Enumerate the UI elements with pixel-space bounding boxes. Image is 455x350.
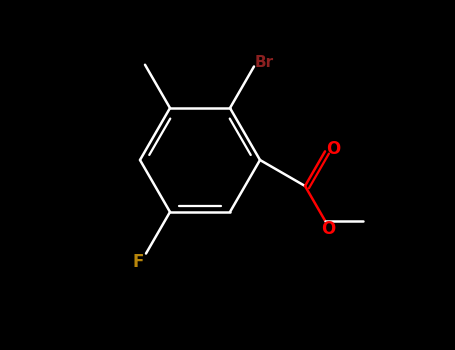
Text: O: O	[321, 220, 335, 238]
Text: O: O	[326, 140, 340, 158]
Text: F: F	[132, 253, 144, 271]
Text: Br: Br	[254, 55, 273, 70]
